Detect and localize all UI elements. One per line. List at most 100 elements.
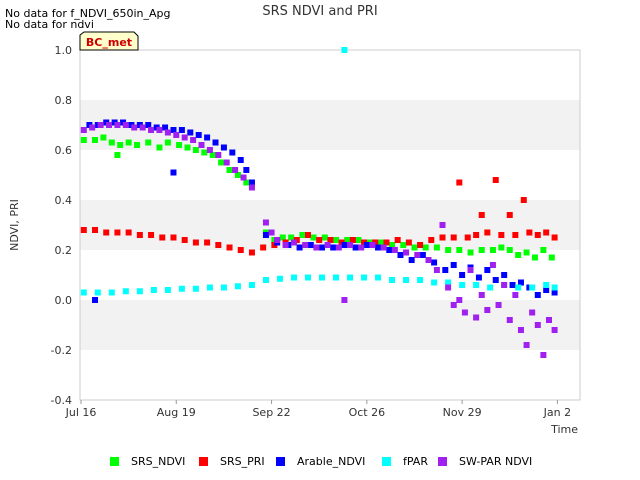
- x-axis-ticks: Jul 16 Aug 19 Sep 22 Oct 26 Nov 29 Jan 2: [65, 400, 571, 419]
- data-point: [220, 284, 227, 291]
- data-point: [181, 237, 188, 243]
- data-point: [543, 287, 550, 293]
- data-point: [439, 222, 446, 228]
- data-point: [114, 229, 121, 236]
- data-point: [117, 142, 124, 148]
- data-point: [248, 179, 255, 186]
- data-point: [232, 167, 239, 173]
- data-point: [363, 242, 370, 248]
- data-point: [484, 229, 491, 236]
- data-point: [473, 232, 480, 238]
- data-point: [100, 134, 107, 141]
- data-point: [268, 229, 275, 236]
- data-point: [478, 292, 485, 298]
- data-point: [229, 149, 236, 156]
- data-point: [181, 134, 188, 141]
- data-point: [319, 244, 325, 251]
- data-point: [523, 342, 530, 348]
- data-point: [114, 122, 121, 128]
- data-point: [122, 122, 129, 128]
- data-point: [484, 307, 491, 313]
- data-point: [218, 159, 225, 166]
- data-point: [414, 252, 421, 258]
- data-point: [484, 267, 491, 273]
- data-point: [369, 242, 376, 248]
- data-point: [492, 177, 499, 183]
- data-point: [243, 179, 250, 186]
- data-point: [506, 247, 513, 253]
- data-point: [408, 257, 415, 263]
- legend-swatch: [438, 456, 447, 466]
- data-point: [173, 132, 180, 138]
- data-point: [383, 239, 390, 246]
- legend-swatch: [276, 456, 285, 466]
- data-point: [190, 137, 197, 143]
- data-point: [380, 244, 387, 251]
- data-point: [162, 124, 169, 131]
- data-point: [464, 234, 471, 241]
- data-point: [223, 159, 230, 166]
- data-point: [467, 267, 474, 273]
- data-point: [290, 239, 297, 246]
- data-point: [148, 127, 155, 133]
- data-point: [517, 279, 524, 286]
- data-point: [341, 297, 348, 303]
- data-point: [290, 274, 297, 281]
- data-point: [450, 302, 457, 308]
- data-point: [358, 244, 365, 251]
- data-point: [548, 254, 555, 261]
- data-point: [195, 132, 202, 138]
- data-point: [333, 237, 340, 243]
- x-axis-label: Time: [550, 423, 578, 436]
- no-data-notice-1: No data for f_NDVI_650in_Apg: [5, 7, 171, 20]
- data-point: [276, 275, 283, 282]
- data-point: [260, 244, 267, 251]
- data-point: [206, 284, 213, 291]
- x-tick-label: Oct 26: [349, 406, 386, 419]
- data-point: [523, 249, 530, 256]
- data-point: [529, 284, 536, 291]
- data-point: [375, 244, 382, 251]
- data-point: [274, 237, 281, 243]
- data-point: [540, 352, 547, 358]
- data-point: [506, 317, 513, 323]
- data-point: [344, 237, 351, 243]
- data-point: [131, 124, 138, 131]
- data-point: [108, 139, 115, 146]
- data-point: [209, 152, 216, 158]
- x-tick-label: Sep 22: [252, 406, 290, 419]
- data-point: [517, 327, 524, 333]
- legend-item: SRS_PRI: [199, 452, 265, 470]
- data-point: [282, 242, 289, 248]
- data-point: [534, 232, 541, 238]
- data-point: [330, 244, 337, 251]
- data-point: [237, 247, 244, 253]
- data-point: [178, 285, 185, 292]
- data-point: [136, 232, 143, 238]
- site-badge: BC_met: [79, 31, 139, 51]
- data-point: [136, 288, 143, 295]
- data-point: [215, 242, 222, 248]
- data-point: [534, 292, 541, 298]
- data-point: [80, 289, 87, 296]
- data-point: [240, 174, 247, 181]
- y-tick-label: 0.2: [55, 244, 73, 257]
- data-point: [262, 277, 269, 283]
- data-point: [299, 232, 306, 238]
- data-point: [473, 282, 480, 288]
- data-point: [212, 139, 219, 146]
- data-point: [139, 124, 146, 131]
- data-point: [417, 242, 424, 248]
- data-point: [489, 262, 496, 268]
- data-point: [204, 134, 211, 141]
- data-point: [148, 232, 155, 238]
- data-point: [92, 227, 99, 233]
- data-point: [302, 242, 309, 248]
- data-point: [375, 274, 382, 281]
- data-point: [498, 232, 505, 238]
- data-point: [456, 179, 463, 186]
- legend-swatch: [382, 456, 391, 466]
- data-point: [431, 279, 438, 286]
- data-point: [310, 234, 317, 241]
